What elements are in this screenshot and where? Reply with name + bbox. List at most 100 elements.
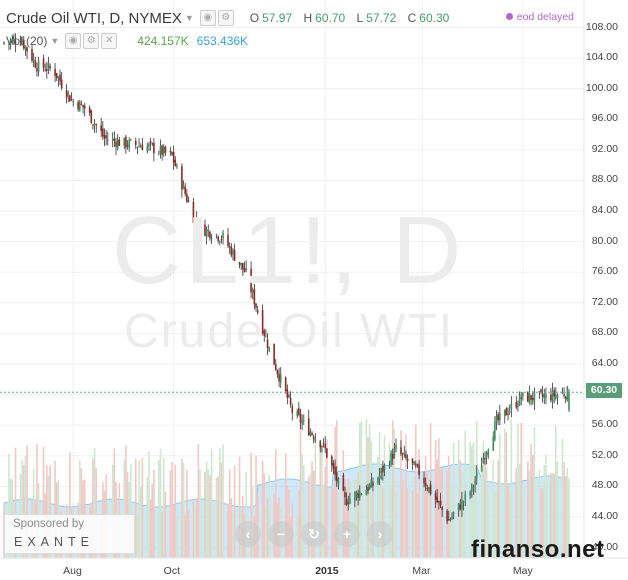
volume-bar xyxy=(93,448,96,558)
volume-bar xyxy=(49,465,51,558)
candle-body xyxy=(162,147,165,155)
eye-icon[interactable]: ◉ xyxy=(65,33,82,49)
candle-body xyxy=(263,330,266,336)
volume-bar xyxy=(349,481,351,558)
candle-body xyxy=(69,95,71,102)
candle-body xyxy=(451,516,453,519)
candle-body xyxy=(284,377,287,391)
volume-bar xyxy=(518,464,521,558)
volume-bar xyxy=(204,471,206,558)
volume-bar xyxy=(186,470,188,558)
gear-icon[interactable]: ⚙ xyxy=(83,33,100,49)
volume-bar xyxy=(347,477,350,558)
gear-icon[interactable]: ⚙ xyxy=(217,10,234,26)
candle-body xyxy=(32,59,35,62)
candle-body xyxy=(438,501,440,503)
candle-body xyxy=(65,90,68,98)
volume-bar xyxy=(146,477,149,558)
candle-body xyxy=(34,60,37,68)
time-tick-label: Aug xyxy=(63,565,82,577)
candle-body xyxy=(55,73,58,78)
volume-bar xyxy=(568,478,570,558)
candle-body xyxy=(370,479,373,488)
candle-body xyxy=(222,233,224,239)
volume-bar xyxy=(232,509,234,558)
volume-bar xyxy=(205,461,208,558)
candle-body xyxy=(255,303,257,308)
candle-body xyxy=(14,41,17,45)
volume-bar xyxy=(8,453,10,558)
candle-body xyxy=(428,487,430,492)
candle-body xyxy=(54,68,56,76)
symbol-title[interactable]: Crude Oil WTI, D, NYMEX xyxy=(6,9,182,27)
zoom-out-button[interactable]: − xyxy=(268,521,294,547)
candle-body xyxy=(383,465,386,470)
candle-body xyxy=(497,414,499,421)
candle-body xyxy=(21,42,23,44)
candle-body xyxy=(530,395,532,400)
volume-bar xyxy=(162,457,165,558)
candle-body xyxy=(291,406,294,413)
volume-bar xyxy=(354,479,356,558)
volume-bar xyxy=(194,509,196,558)
candle-body xyxy=(161,145,163,155)
candle-body xyxy=(314,438,317,442)
candle-body xyxy=(192,201,195,224)
volume-bar xyxy=(485,466,488,558)
candle-body xyxy=(311,433,313,435)
volume-bar xyxy=(176,516,178,558)
volume-bar xyxy=(449,470,452,558)
sponsor-box[interactable]: Sponsored by EXANTE xyxy=(4,514,135,554)
volume-bar xyxy=(69,451,71,558)
scroll-left-button[interactable]: ‹ xyxy=(235,521,261,547)
volume-indicator-label[interactable]: Vol (20) xyxy=(6,34,48,48)
candle-body xyxy=(507,413,509,415)
time-tick-label: Oct xyxy=(163,565,180,577)
candle-body xyxy=(368,484,371,489)
price-tick-label: 84.00 xyxy=(591,204,618,217)
candle-body xyxy=(555,394,557,399)
volume-bar xyxy=(134,458,137,558)
volume-bar xyxy=(21,460,23,558)
last-price-tag: 60.30 xyxy=(586,383,622,398)
reset-button[interactable]: ↻ xyxy=(301,521,327,547)
candle-body xyxy=(390,452,392,466)
volume-bar xyxy=(123,459,126,558)
volume-bar xyxy=(566,468,569,558)
candle-body xyxy=(540,389,542,392)
chevron-down-icon[interactable]: ▼ xyxy=(50,36,60,46)
time-tick-label: May xyxy=(512,565,533,577)
volume-bar xyxy=(36,444,38,558)
close-icon[interactable]: ✕ xyxy=(101,33,118,49)
candle-body xyxy=(561,392,564,394)
volume-bar xyxy=(564,476,567,558)
candle-body xyxy=(423,477,425,484)
candle-body xyxy=(111,138,114,141)
zoom-in-button[interactable]: + xyxy=(334,521,360,547)
volume-bar xyxy=(195,497,198,558)
volume-bar xyxy=(136,516,139,558)
price-tick-label: 100.00 xyxy=(585,81,618,94)
volume-bar xyxy=(311,461,313,558)
candle-body xyxy=(324,443,327,449)
scroll-right-button[interactable]: › xyxy=(367,521,393,547)
volume-bar xyxy=(495,490,498,558)
volume-bar xyxy=(32,469,35,558)
candle-body xyxy=(354,492,356,501)
candle-body xyxy=(334,467,336,475)
chevron-down-icon[interactable]: ▼ xyxy=(184,13,194,23)
eod-delayed-badge: eod delayed xyxy=(505,11,574,23)
candle-body xyxy=(480,465,483,472)
candle-body xyxy=(485,452,488,457)
candle-body xyxy=(230,246,233,256)
volume-bar xyxy=(335,420,338,558)
candle-body xyxy=(302,419,305,421)
candle-body xyxy=(289,397,292,405)
candle-body xyxy=(93,123,96,126)
eye-icon[interactable]: ◉ xyxy=(199,10,216,26)
volume-legend: Vol (20) ▼ ◉ ⚙ ✕ 424.157K 653.436K xyxy=(6,33,248,49)
candle-body xyxy=(105,135,107,139)
volume-bar xyxy=(332,488,335,558)
candle-body xyxy=(233,250,236,261)
